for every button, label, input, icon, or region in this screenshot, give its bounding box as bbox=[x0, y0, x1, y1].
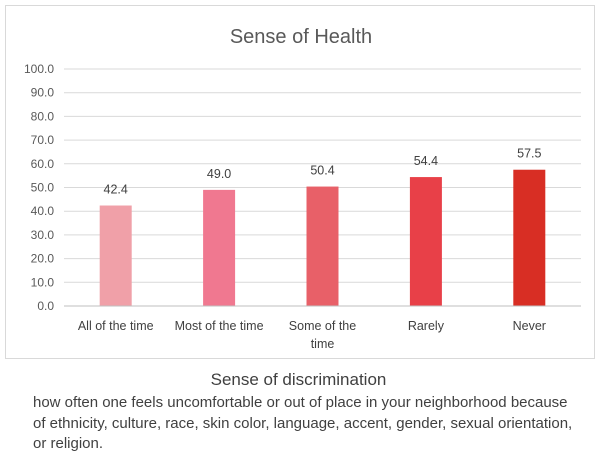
y-tick-label: 90.0 bbox=[31, 86, 55, 100]
bar bbox=[203, 189, 236, 306]
data-label: 49.0 bbox=[207, 167, 231, 181]
y-tick-label: 30.0 bbox=[31, 228, 55, 242]
caption-title: Sense of discrimination bbox=[210, 370, 387, 389]
x-tick-label: Rarely bbox=[408, 319, 445, 333]
data-label: 42.4 bbox=[104, 183, 128, 197]
y-tick-label: 20.0 bbox=[31, 252, 55, 266]
data-labels: 42.4 49.0 50.4 54.4 57.5 bbox=[104, 147, 542, 197]
bar bbox=[306, 186, 339, 306]
y-tick-label: 80.0 bbox=[31, 109, 55, 123]
chart-frame: Sense of Health 0.0 10.0 20.0 30.0 40.0 50.0 6… bbox=[5, 5, 595, 359]
bar bbox=[409, 177, 442, 306]
y-tick-label: 50.0 bbox=[31, 181, 55, 195]
y-tick-label: 100.0 bbox=[24, 62, 54, 76]
y-tick-label: 70.0 bbox=[31, 133, 55, 147]
chart-title: Sense of Health bbox=[230, 26, 372, 48]
bar-chart: Sense of Health 0.0 10.0 20.0 30.0 40.0 50.0 6… bbox=[24, 26, 581, 351]
x-axis-categories: All of the time Most of the time Some of t… bbox=[78, 319, 546, 351]
x-tick-label: All of the time bbox=[78, 319, 154, 333]
x-tick-label: Most of the time bbox=[175, 319, 264, 333]
data-label: 50.4 bbox=[310, 164, 334, 178]
data-label: 57.5 bbox=[517, 147, 541, 161]
x-tick-label: Never bbox=[513, 319, 546, 333]
y-tick-label: 0.0 bbox=[37, 299, 54, 313]
y-tick-label: 40.0 bbox=[31, 204, 55, 218]
caption-description: how often one feels uncomfortable or out… bbox=[33, 394, 573, 452]
y-axis-ticks: 0.0 10.0 20.0 30.0 40.0 50.0 60.0 70.0 80.0 90.0 1… bbox=[24, 62, 54, 313]
bar bbox=[513, 169, 546, 306]
bar bbox=[99, 205, 132, 306]
x-tick-label: Some of the time bbox=[289, 319, 356, 351]
y-tick-label: 60.0 bbox=[31, 157, 55, 171]
data-label: 54.4 bbox=[414, 154, 438, 168]
bars bbox=[99, 169, 546, 306]
y-tick-label: 10.0 bbox=[31, 275, 55, 289]
